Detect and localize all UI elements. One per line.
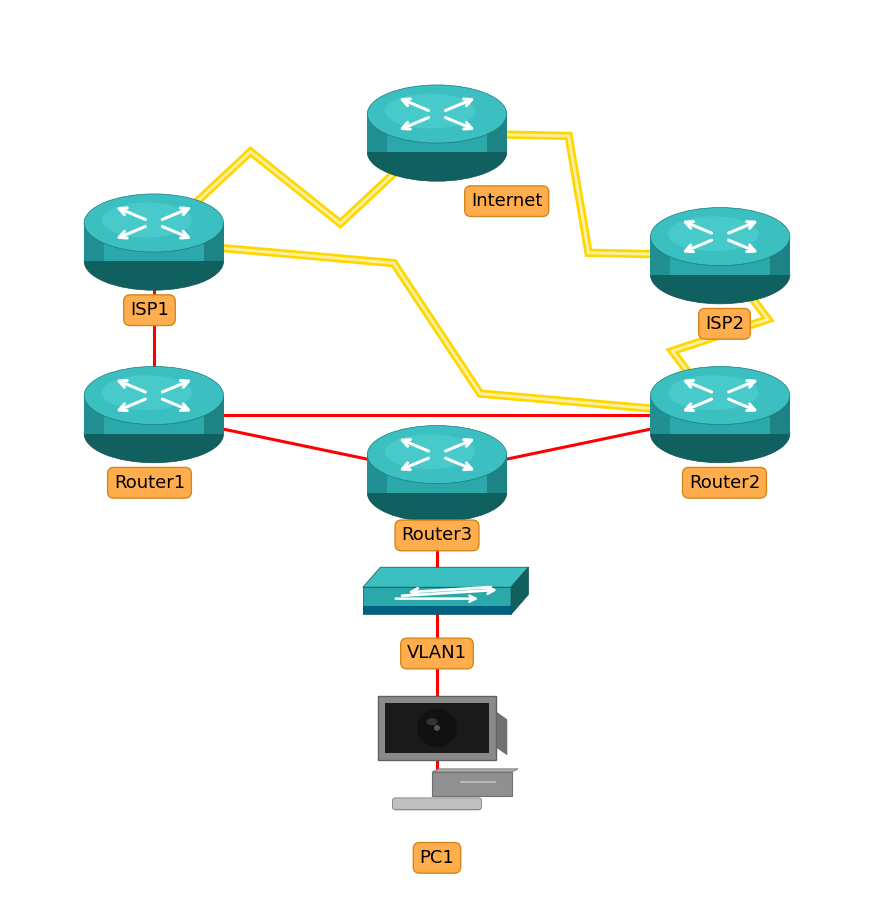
Polygon shape [650, 237, 670, 275]
Text: Router1: Router1 [114, 474, 185, 492]
Polygon shape [487, 455, 507, 493]
Text: PC1: PC1 [420, 849, 454, 867]
Ellipse shape [101, 202, 192, 238]
Polygon shape [650, 237, 790, 275]
FancyBboxPatch shape [433, 772, 512, 796]
Ellipse shape [367, 85, 507, 143]
Polygon shape [511, 568, 529, 614]
FancyBboxPatch shape [392, 798, 482, 810]
Ellipse shape [367, 464, 507, 522]
Ellipse shape [434, 725, 440, 731]
Ellipse shape [367, 123, 507, 181]
Text: Router3: Router3 [401, 527, 473, 545]
Polygon shape [363, 588, 511, 614]
Text: ISP1: ISP1 [130, 302, 169, 319]
Polygon shape [363, 606, 511, 614]
Polygon shape [650, 395, 790, 434]
Ellipse shape [650, 366, 790, 425]
Polygon shape [433, 769, 518, 772]
Polygon shape [770, 395, 790, 434]
Polygon shape [367, 455, 387, 493]
Text: Internet: Internet [471, 192, 543, 210]
Polygon shape [770, 237, 790, 275]
Ellipse shape [650, 246, 790, 304]
Ellipse shape [385, 94, 475, 128]
Text: VLAN1: VLAN1 [407, 644, 467, 662]
Ellipse shape [668, 375, 759, 410]
Text: ISP2: ISP2 [705, 315, 744, 333]
Polygon shape [84, 223, 224, 261]
Ellipse shape [385, 435, 475, 469]
Polygon shape [367, 114, 507, 152]
Polygon shape [496, 712, 507, 754]
Ellipse shape [84, 404, 224, 463]
Polygon shape [204, 223, 224, 261]
Ellipse shape [417, 709, 457, 747]
Polygon shape [487, 114, 507, 152]
Polygon shape [84, 223, 104, 261]
Ellipse shape [367, 425, 507, 484]
Polygon shape [363, 568, 529, 588]
Ellipse shape [84, 366, 224, 425]
Polygon shape [395, 807, 479, 810]
FancyBboxPatch shape [385, 702, 489, 753]
Polygon shape [204, 395, 224, 434]
Ellipse shape [101, 375, 192, 410]
Text: Router2: Router2 [689, 474, 760, 492]
Polygon shape [367, 114, 387, 152]
Polygon shape [84, 395, 104, 434]
Ellipse shape [84, 232, 224, 291]
Ellipse shape [84, 194, 224, 252]
Ellipse shape [427, 718, 438, 725]
Bar [461, 781, 496, 783]
Polygon shape [650, 395, 670, 434]
Polygon shape [84, 395, 224, 434]
Ellipse shape [650, 208, 790, 266]
Ellipse shape [650, 404, 790, 463]
FancyBboxPatch shape [378, 696, 496, 760]
Ellipse shape [668, 216, 759, 251]
Polygon shape [367, 455, 507, 493]
